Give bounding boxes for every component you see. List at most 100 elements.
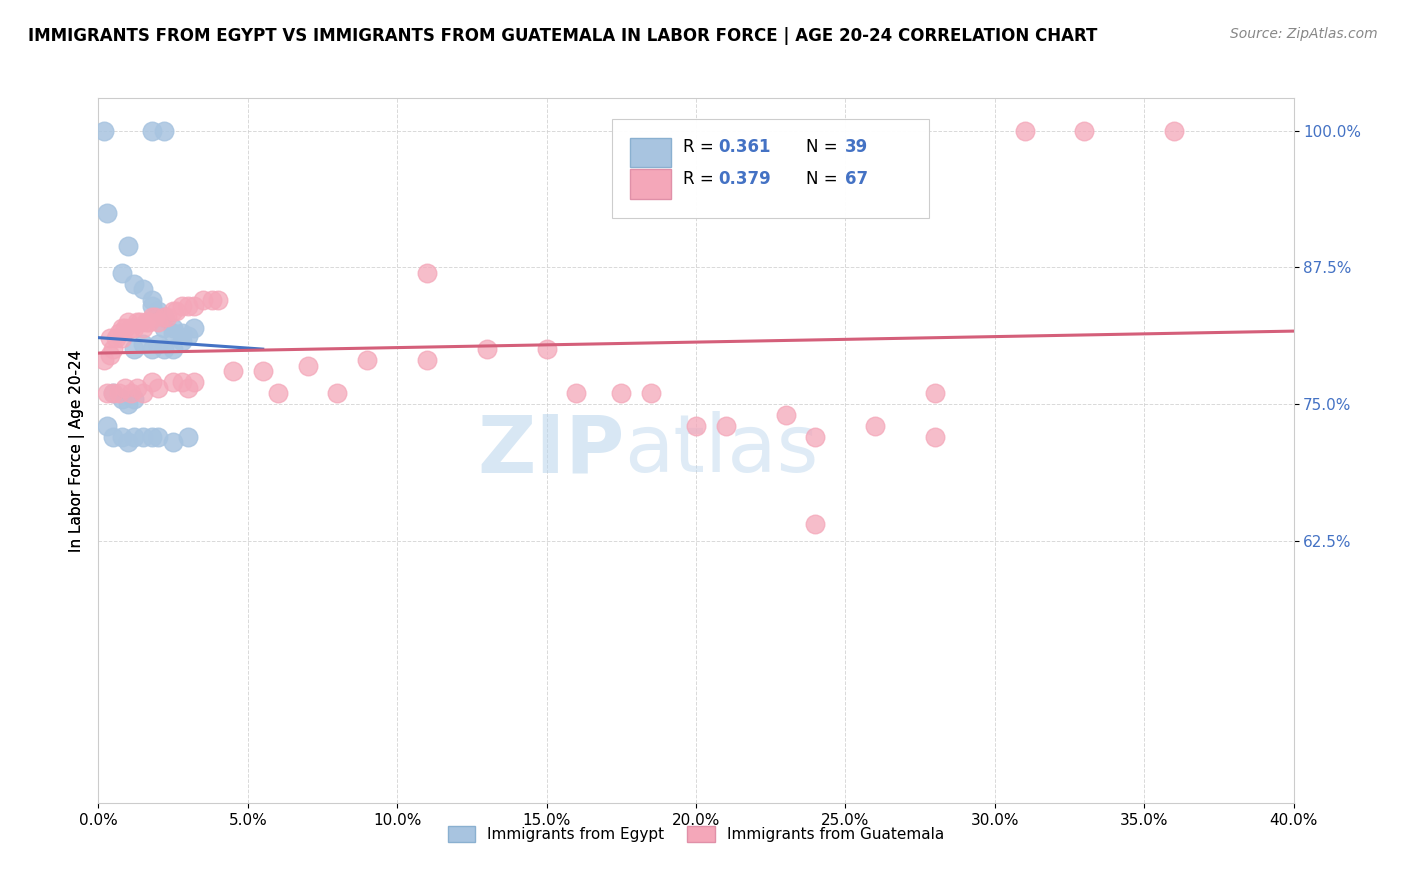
Point (162, 343, 184, 357)
Point (252, 364, 274, 378)
Point (141, 375, 163, 389)
Point (804, 517, 827, 532)
Point (610, 386, 633, 401)
Point (96, 386, 118, 401)
Point (141, 293, 163, 308)
Point (93, 124, 115, 138)
Point (153, 320, 176, 334)
Point (132, 430, 155, 444)
Point (153, 310, 176, 324)
Point (172, 299, 194, 313)
Point (156, 310, 179, 324)
Point (162, 435, 184, 450)
Point (141, 299, 163, 313)
Point (924, 430, 946, 444)
Point (177, 430, 200, 444)
Point (924, 386, 946, 401)
Point (135, 315, 157, 329)
Point (326, 386, 349, 401)
Text: 67: 67 (845, 170, 869, 188)
Point (117, 435, 139, 450)
Point (148, 381, 170, 395)
Point (153, 310, 176, 324)
Point (177, 381, 200, 395)
Point (132, 386, 155, 401)
Y-axis label: In Labor Force | Age 20-24: In Labor Force | Age 20-24 (69, 350, 84, 551)
Point (138, 315, 160, 329)
Point (201, 293, 224, 308)
Point (127, 315, 149, 329)
FancyBboxPatch shape (630, 169, 671, 199)
Point (162, 320, 184, 334)
Point (124, 430, 146, 444)
Point (162, 304, 184, 318)
Point (124, 392, 146, 406)
Point (183, 299, 205, 313)
Text: Source: ZipAtlas.com: Source: ZipAtlas.com (1230, 27, 1378, 41)
Point (132, 337, 155, 351)
Point (103, 386, 125, 401)
Point (865, 418, 887, 433)
FancyBboxPatch shape (613, 120, 929, 218)
Point (640, 386, 662, 401)
Point (162, 375, 184, 389)
Point (111, 320, 134, 334)
Point (124, 343, 146, 357)
Point (114, 381, 136, 395)
Point (685, 418, 707, 433)
Text: IMMIGRANTS FROM EGYPT VS IMMIGRANTS FROM GUATEMALA IN LABOR FORCE | AGE 20-24 CO: IMMIGRANTS FROM EGYPT VS IMMIGRANTS FROM… (28, 27, 1098, 45)
Point (141, 310, 163, 324)
Point (475, 343, 498, 357)
Point (141, 343, 163, 357)
Text: ZIP: ZIP (477, 411, 624, 490)
Point (111, 430, 134, 444)
Point (775, 408, 797, 422)
Point (1163, 124, 1185, 138)
Point (108, 386, 131, 401)
Point (103, 430, 125, 444)
Point (117, 238, 139, 252)
Point (536, 343, 558, 357)
Point (98, 348, 122, 362)
Point (117, 315, 139, 329)
Point (98, 331, 122, 345)
Point (416, 353, 439, 368)
Point (132, 320, 155, 334)
Legend: Immigrants from Egypt, Immigrants from Guatemala: Immigrants from Egypt, Immigrants from G… (441, 820, 950, 848)
Point (297, 359, 319, 373)
Point (172, 375, 194, 389)
Point (714, 418, 737, 433)
Point (207, 293, 229, 308)
Point (148, 315, 170, 329)
Point (120, 386, 142, 401)
Text: R =: R = (683, 170, 718, 188)
Point (356, 353, 378, 368)
Point (143, 310, 166, 324)
Point (96, 206, 118, 220)
Point (267, 386, 290, 401)
Point (183, 375, 205, 389)
Point (120, 320, 142, 334)
Point (172, 326, 194, 340)
Point (148, 337, 170, 351)
Text: 39: 39 (845, 138, 869, 156)
Point (177, 299, 200, 313)
Point (1014, 124, 1036, 138)
Point (153, 124, 176, 138)
Point (1073, 124, 1095, 138)
Point (103, 343, 125, 357)
Point (172, 334, 194, 348)
Point (111, 331, 134, 345)
Point (804, 430, 827, 444)
Point (124, 277, 146, 291)
Point (111, 266, 134, 280)
Point (105, 331, 128, 345)
Point (141, 430, 163, 444)
Point (117, 397, 139, 411)
Point (222, 364, 245, 378)
Point (183, 320, 205, 334)
FancyBboxPatch shape (630, 137, 671, 167)
Point (148, 304, 170, 318)
Point (148, 430, 170, 444)
Point (108, 326, 131, 340)
